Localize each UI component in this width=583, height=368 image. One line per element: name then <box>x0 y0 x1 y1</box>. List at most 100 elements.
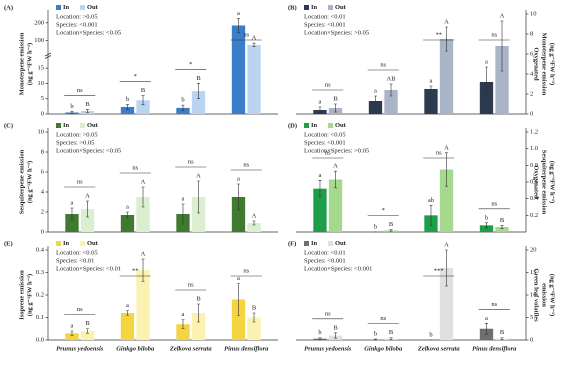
significance-letter: B <box>252 304 257 311</box>
error-bar <box>70 207 74 221</box>
stats-text: Location×Species: <0.05 <box>56 147 121 154</box>
error-bar <box>334 103 338 113</box>
stats-text: Location×Species: <0.01 <box>56 265 121 272</box>
significance-label: ** <box>132 267 139 274</box>
significance-letter: a <box>485 315 488 322</box>
error-bar <box>141 258 145 282</box>
significance-label: ns <box>188 281 194 288</box>
stats-text: Location×Species: <0.001 <box>304 265 372 272</box>
significance-letter: B <box>85 320 90 327</box>
y-tick-label: 10 <box>38 128 45 135</box>
legend-swatch <box>304 241 309 246</box>
error-bar <box>429 85 433 93</box>
stats-text: Location×Species: <0.05 <box>56 29 121 36</box>
y-axis-label: (ng g⁻¹FW h⁻¹) <box>26 274 33 316</box>
y-axis-label: Monoterpene emission <box>18 32 25 95</box>
significance-letter: A <box>444 241 449 248</box>
stats-text: Location: <0.05 <box>56 249 98 256</box>
y-axis-label: Sesquiterpene emission <box>18 149 25 214</box>
significance-label: ** <box>436 31 443 38</box>
error-bar <box>236 18 240 33</box>
y-axis-label: emission <box>541 283 548 307</box>
error-bar <box>236 183 240 211</box>
bar <box>479 225 494 232</box>
significance-label: ns <box>188 158 194 165</box>
legend-swatch <box>56 241 61 246</box>
significance-label: * <box>189 61 192 68</box>
stats-text: Species: <0.001 <box>304 139 346 146</box>
significance-label: ns <box>77 306 83 313</box>
y-axis-label: Isoprene emission <box>18 270 25 320</box>
significance-letter: A <box>196 172 201 179</box>
y-tick-label: 0.3 <box>36 269 44 276</box>
y-axis-label: Sesquiterpene emission <box>541 150 548 215</box>
error-bar <box>334 332 338 339</box>
error-bar <box>484 66 488 98</box>
legend-swatch <box>328 123 333 128</box>
y-axis-label: (ng g⁻¹FW h⁻¹) <box>549 161 556 203</box>
error-bar <box>252 220 256 226</box>
significance-letter: a <box>126 203 129 210</box>
significance-letter: a <box>71 322 74 329</box>
error-bar <box>334 170 338 189</box>
error-bar <box>236 283 240 316</box>
legend-swatch <box>328 5 333 10</box>
significance-letter: b <box>429 331 432 338</box>
significance-label: ns <box>325 149 331 156</box>
stats-text: Location: >0.05 <box>56 13 98 20</box>
x-tick-label: Zelkova serrata <box>417 345 460 352</box>
y-tick-label: 2 <box>530 90 533 97</box>
legend-swatch <box>80 5 85 10</box>
y-axis-label: (ng g⁻¹FW h⁻¹) <box>26 161 33 203</box>
error-bar <box>389 229 393 232</box>
significance-letter: b <box>70 103 73 110</box>
x-tick-label: Ginkgo biloba <box>364 345 403 352</box>
significance-letter: B <box>389 329 394 336</box>
error-bar <box>181 104 185 111</box>
y-tick-label: 0 <box>530 110 533 117</box>
significance-letter: a <box>485 58 488 65</box>
y-tick-label: 0.8 <box>530 162 538 169</box>
error-bar <box>500 20 504 72</box>
significance-letter: a <box>430 77 433 84</box>
y-tick-label: 15 <box>38 65 45 72</box>
significance-label: ns <box>243 31 249 38</box>
y-tick-label: 15 <box>530 269 537 276</box>
legend-label: Out <box>335 122 347 129</box>
significance-letter: a <box>319 98 322 105</box>
error-bar <box>197 83 201 100</box>
significance-letter: B <box>85 101 90 108</box>
error-bar <box>484 323 488 335</box>
error-bar <box>252 312 256 323</box>
bar <box>136 197 150 232</box>
legend-swatch <box>304 123 309 128</box>
panel-label: (E) <box>4 240 13 247</box>
stats-text: Location×Species: >0.05 <box>304 29 369 36</box>
y-tick-label: 0 <box>41 228 44 235</box>
legend-label: In <box>311 4 318 11</box>
bar <box>313 188 327 232</box>
y-tick-label: 200 <box>34 19 44 26</box>
significance-letter: AB <box>387 75 397 82</box>
significance-letter: B <box>196 295 201 302</box>
x-tick-label: Prunus yedoensis <box>304 345 352 352</box>
y-tick-label: 0 <box>41 110 44 117</box>
significance-letter: B <box>500 329 505 336</box>
error-bar <box>197 303 201 323</box>
significance-letter: A <box>252 35 257 42</box>
error-bar <box>318 180 322 198</box>
significance-letter: a <box>126 302 129 309</box>
error-bar <box>141 95 145 106</box>
bar <box>247 223 261 232</box>
legend-label: Out <box>87 4 99 11</box>
significance-label: ns <box>491 301 497 308</box>
y-tick-label: 6 <box>41 168 45 175</box>
y-tick-label: 5 <box>41 95 44 102</box>
legend-label: In <box>63 240 70 247</box>
y-axis-label: (ng g⁻¹FW h⁻¹) <box>549 274 556 316</box>
bar <box>424 89 438 114</box>
significance-letter: b <box>374 223 377 230</box>
panel-label: (A) <box>4 4 13 11</box>
significance-letter: B <box>333 324 338 331</box>
